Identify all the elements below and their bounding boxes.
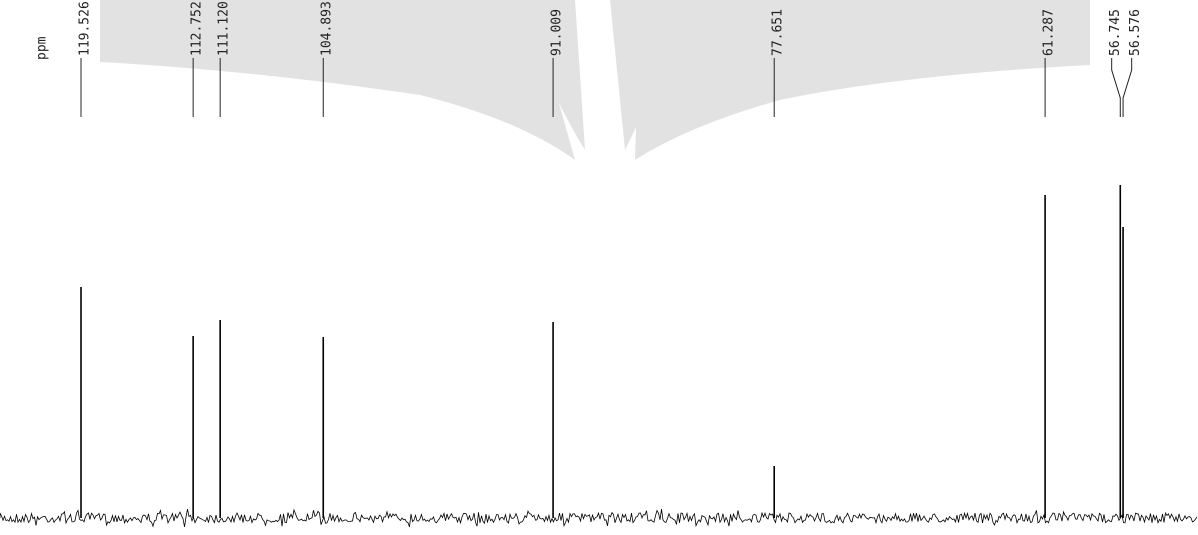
baseline-noise bbox=[0, 508, 1198, 528]
peak-label: 56.576 bbox=[1128, 9, 1143, 56]
peak-label: 61.287 bbox=[1042, 9, 1057, 56]
peak-label: 111.120 bbox=[217, 1, 232, 56]
peak-label: 104.893 bbox=[320, 1, 335, 56]
peak-label: 112.752 bbox=[190, 1, 205, 56]
watermark bbox=[100, 0, 1090, 160]
watermark-leaf bbox=[510, 0, 585, 150]
peak-label: 119.526 bbox=[78, 1, 93, 56]
peak-label: 56.745 bbox=[1108, 9, 1123, 56]
peak-label: 77.651 bbox=[771, 9, 786, 56]
label-connector bbox=[1122, 58, 1133, 117]
peak-label: 91.009 bbox=[550, 9, 565, 56]
watermark-leaf bbox=[635, 0, 1090, 160]
axis-label: ppm bbox=[35, 36, 50, 60]
label-connector bbox=[1111, 58, 1121, 117]
watermark-leaf bbox=[100, 0, 575, 160]
watermark-leaf bbox=[610, 0, 680, 150]
